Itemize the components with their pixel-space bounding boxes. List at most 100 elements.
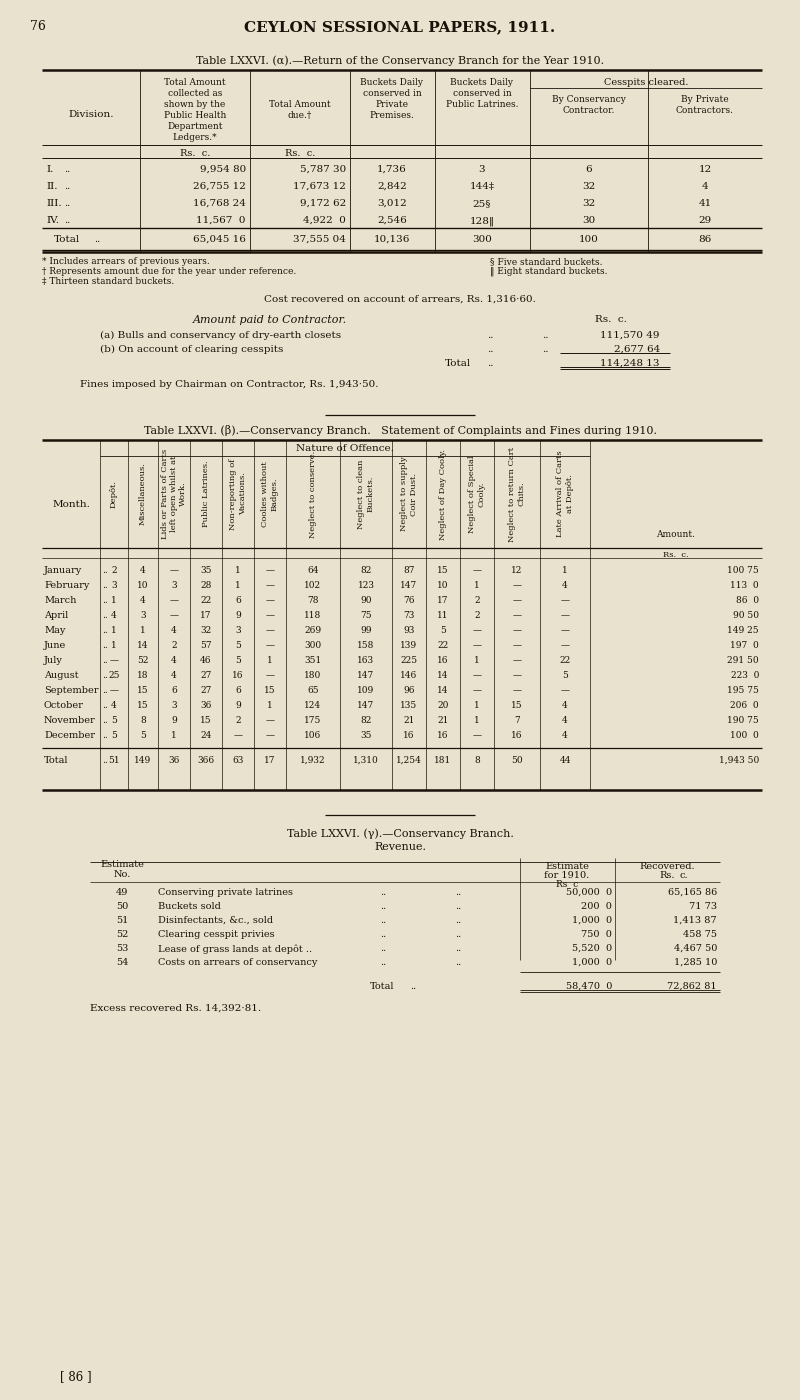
- Text: 200  0: 200 0: [581, 902, 612, 911]
- Text: 25§: 25§: [473, 199, 491, 209]
- Text: 1: 1: [267, 657, 273, 665]
- Text: 49: 49: [116, 888, 128, 897]
- Text: 27: 27: [200, 686, 212, 694]
- Text: Buckets Daily: Buckets Daily: [361, 78, 423, 87]
- Text: ..: ..: [64, 199, 70, 209]
- Text: ..: ..: [64, 165, 70, 174]
- Text: 65,165 86: 65,165 86: [668, 888, 717, 897]
- Text: 4: 4: [171, 657, 177, 665]
- Text: 16: 16: [403, 731, 414, 741]
- Text: Total: Total: [54, 235, 80, 244]
- Text: 36: 36: [200, 701, 212, 710]
- Text: Premises.: Premises.: [370, 111, 414, 120]
- Text: 76: 76: [403, 596, 414, 605]
- Text: 32: 32: [200, 626, 212, 636]
- Text: 2,677 64: 2,677 64: [614, 344, 660, 354]
- Text: Excess recovered Rs. 14,392·81.: Excess recovered Rs. 14,392·81.: [90, 1004, 261, 1014]
- Text: Total Amount: Total Amount: [269, 99, 331, 109]
- Text: 15: 15: [137, 686, 149, 694]
- Text: 52: 52: [138, 657, 149, 665]
- Text: ‖ Eight standard buckets.: ‖ Eight standard buckets.: [490, 267, 607, 277]
- Text: Amount.: Amount.: [657, 531, 695, 539]
- Text: 4: 4: [111, 701, 117, 710]
- Text: ..: ..: [455, 944, 462, 953]
- Text: ..: ..: [455, 916, 462, 925]
- Text: Table LXXVI. (α).—Return of the Conservancy Branch for the Year 1910.: Table LXXVI. (α).—Return of the Conserva…: [196, 55, 604, 66]
- Text: —: —: [170, 566, 178, 575]
- Text: 75: 75: [360, 610, 372, 620]
- Text: 1: 1: [474, 701, 480, 710]
- Text: Ledgers.*: Ledgers.*: [173, 133, 218, 141]
- Text: 22: 22: [559, 657, 570, 665]
- Text: No.: No.: [114, 869, 130, 879]
- Text: —: —: [110, 686, 118, 694]
- Text: July: July: [44, 657, 63, 665]
- Text: 71 73: 71 73: [689, 902, 717, 911]
- Text: 9: 9: [171, 715, 177, 725]
- Text: 90: 90: [360, 596, 372, 605]
- Text: Buckets sold: Buckets sold: [158, 902, 221, 911]
- Text: 2: 2: [171, 641, 177, 650]
- Text: 1: 1: [562, 566, 568, 575]
- Text: 2,842: 2,842: [377, 182, 407, 190]
- Text: 4: 4: [171, 626, 177, 636]
- Text: 6: 6: [586, 165, 592, 174]
- Text: 124: 124: [305, 701, 322, 710]
- Text: ..: ..: [455, 930, 462, 939]
- Text: 15: 15: [511, 701, 523, 710]
- Text: 149: 149: [134, 756, 152, 764]
- Text: 163: 163: [358, 657, 374, 665]
- Text: 4: 4: [562, 581, 568, 589]
- Text: May: May: [44, 626, 66, 636]
- Text: Costs on arrears of conservancy: Costs on arrears of conservancy: [158, 958, 318, 967]
- Text: Public Health: Public Health: [164, 111, 226, 120]
- Text: § Five standard buckets.: § Five standard buckets.: [490, 258, 602, 266]
- Text: Total Amount: Total Amount: [164, 78, 226, 87]
- Text: Revenue.: Revenue.: [374, 841, 426, 853]
- Text: 12: 12: [511, 566, 522, 575]
- Text: Month.: Month.: [52, 500, 90, 510]
- Text: —: —: [266, 581, 274, 589]
- Text: 4: 4: [111, 610, 117, 620]
- Text: Neglect to supply
Coir Dust.: Neglect to supply Coir Dust.: [400, 456, 418, 532]
- Text: —: —: [513, 596, 522, 605]
- Text: —: —: [266, 626, 274, 636]
- Text: ..: ..: [102, 715, 108, 725]
- Text: 44: 44: [559, 756, 570, 764]
- Text: 27: 27: [200, 671, 212, 680]
- Text: Coolies without
Badges.: Coolies without Badges.: [262, 461, 278, 526]
- Text: 10: 10: [138, 581, 149, 589]
- Text: 36: 36: [168, 756, 180, 764]
- Text: Clearing cesspit privies: Clearing cesspit privies: [158, 930, 274, 939]
- Text: 135: 135: [400, 701, 418, 710]
- Text: 16: 16: [232, 671, 244, 680]
- Text: 6: 6: [235, 596, 241, 605]
- Text: 1: 1: [140, 626, 146, 636]
- Text: Rs.  c.: Rs. c.: [663, 552, 689, 559]
- Text: Lids or Parts of Carts
left open whilst at
Work.: Lids or Parts of Carts left open whilst …: [161, 449, 187, 539]
- Text: Public Latrines.: Public Latrines.: [202, 461, 210, 528]
- Text: 2: 2: [111, 566, 117, 575]
- Text: ..: ..: [64, 182, 70, 190]
- Text: 147: 147: [400, 581, 418, 589]
- Text: 35: 35: [200, 566, 212, 575]
- Text: 82: 82: [360, 566, 372, 575]
- Text: 123: 123: [358, 581, 374, 589]
- Text: 9: 9: [235, 610, 241, 620]
- Text: 206  0: 206 0: [730, 701, 759, 710]
- Text: 1,000  0: 1,000 0: [572, 958, 612, 967]
- Text: April: April: [44, 610, 68, 620]
- Text: 750  0: 750 0: [581, 930, 612, 939]
- Text: ‡ Thirteen standard buckets.: ‡ Thirteen standard buckets.: [42, 277, 174, 286]
- Text: 50: 50: [511, 756, 523, 764]
- Text: 1: 1: [111, 641, 117, 650]
- Text: —: —: [110, 657, 118, 665]
- Text: Rs.  c.: Rs. c.: [180, 148, 210, 158]
- Text: ..: ..: [380, 902, 386, 911]
- Text: —: —: [513, 626, 522, 636]
- Text: ..: ..: [102, 671, 108, 680]
- Text: 3: 3: [171, 581, 177, 589]
- Text: —: —: [234, 731, 242, 741]
- Text: 37,555 04: 37,555 04: [293, 235, 346, 244]
- Text: ..: ..: [102, 686, 108, 694]
